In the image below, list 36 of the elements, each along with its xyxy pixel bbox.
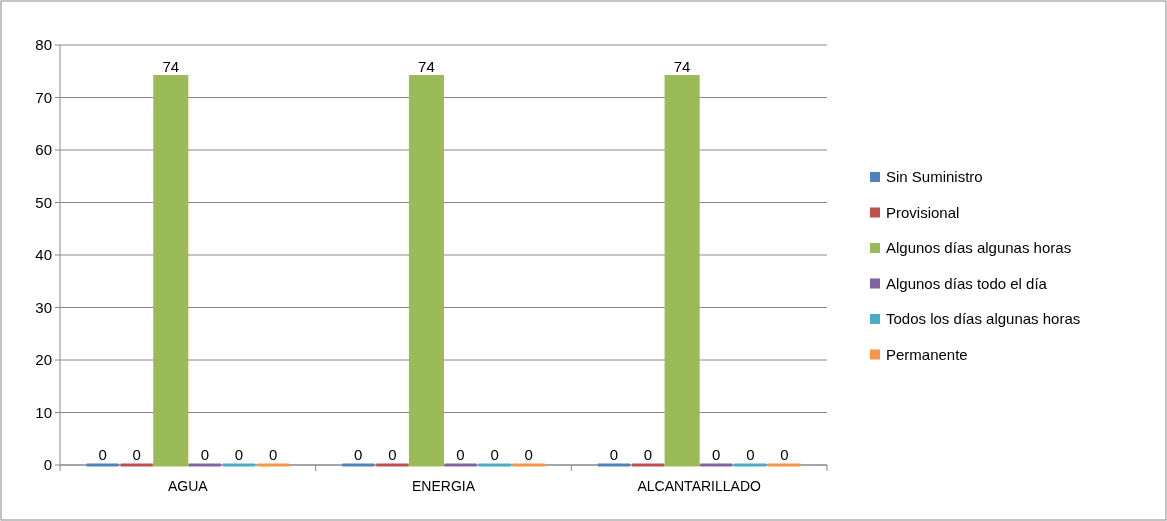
data-label: 0 (388, 446, 397, 463)
legend-label: Todos los días algunas horas (886, 310, 1081, 328)
x-tick-label: ALCANTARILLADO (637, 478, 761, 494)
data-label: 0 (354, 446, 363, 463)
y-tick-label: 40 (35, 246, 52, 264)
data-label: 0 (780, 446, 789, 463)
legend-label: Permanente (886, 345, 968, 363)
y-tick-label: 80 (35, 36, 52, 54)
data-label: 0 (268, 446, 278, 463)
data-label: 0 (712, 446, 721, 463)
legend-label: Algunos días todo el día (886, 274, 1048, 292)
y-tick-label: 60 (35, 141, 52, 159)
y-tick-label: 30 (35, 298, 52, 316)
data-label: 0 (98, 446, 107, 463)
data-label: 0 (132, 446, 141, 463)
data-label: 0 (234, 446, 244, 463)
x-tick-label: ENERGIA (411, 478, 476, 494)
x-tick-label: AGUA (167, 478, 209, 494)
legend-label: Provisional (886, 203, 960, 221)
data-label: 0 (524, 446, 533, 463)
data-label: 0 (490, 446, 499, 463)
y-tick-label: 70 (35, 88, 52, 106)
data-label: 0 (643, 446, 653, 463)
legend-label: Sin Suministro (886, 168, 983, 186)
legend-label: Algunos días algunas horas (886, 239, 1072, 257)
data-label: 0 (746, 446, 755, 463)
y-tick-label: 10 (35, 403, 52, 421)
data-label: 74 (673, 57, 691, 75)
data-label: 74 (162, 57, 180, 75)
data-label: 74 (418, 57, 435, 75)
y-tick-label: 50 (35, 193, 52, 211)
data-label: 0 (609, 446, 619, 463)
data-label: 0 (200, 446, 210, 463)
y-tick-label: 0 (43, 456, 52, 474)
data-label: 0 (456, 446, 465, 463)
y-tick-label: 20 (35, 351, 52, 369)
